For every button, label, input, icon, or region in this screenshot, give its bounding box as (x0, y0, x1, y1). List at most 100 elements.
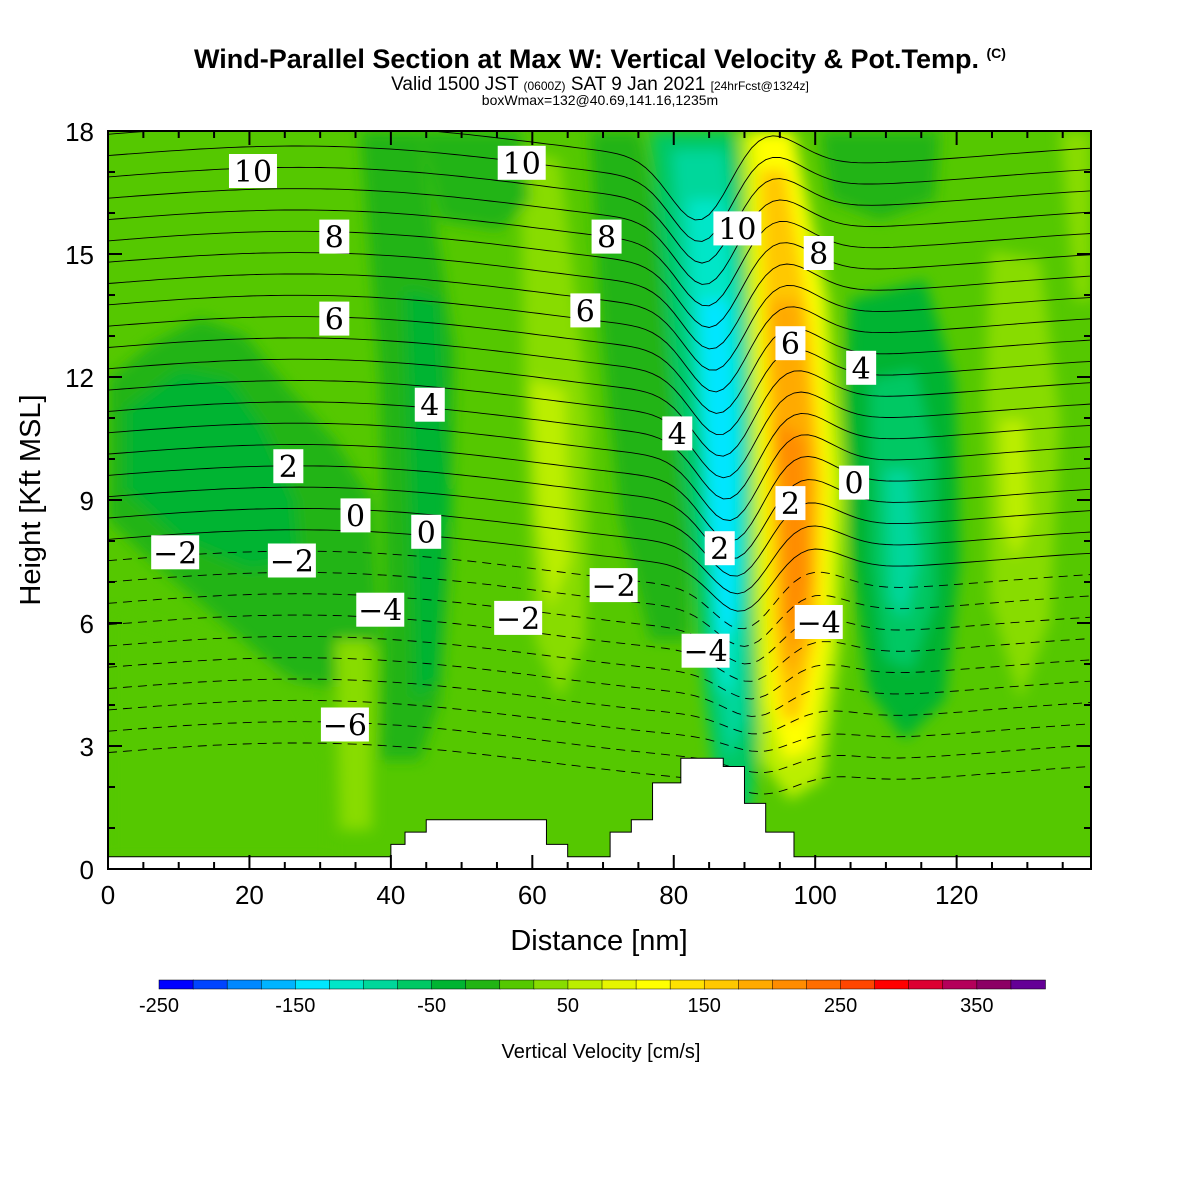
contour-label: −2 (589, 568, 638, 604)
contour-label: 2 (775, 486, 806, 522)
colorbar-swatch (703, 979, 740, 990)
y-tick-label: 6 (80, 609, 94, 639)
colorbar-tick-label: -150 (275, 995, 315, 1017)
colorbar-swatch (669, 979, 705, 990)
contour-label-text: 10 (718, 212, 756, 247)
contour-labels: 10 10 10 8 8 8 6 6 6 4 4 4 2 2 2 0 0 0 −2 −2 −2 −2 −4 −4 −4 −6 (151, 145, 877, 744)
box-wmax-info: boxWmax=132@40.69,141.16,1235m (481, 92, 719, 108)
contour-label: −2 (151, 535, 200, 571)
colorbar-swatch (942, 979, 978, 990)
potential-temperature-contours (108, 131, 1091, 795)
contour-label: 6 (775, 326, 806, 362)
contour-label-text: 2 (279, 450, 298, 485)
colorbar-swatch (329, 979, 365, 990)
colorbar-tick-label: 350 (960, 995, 993, 1017)
contour-label: 6 (319, 301, 350, 338)
contour-label: −6 (320, 707, 369, 744)
contour-label-text: 6 (576, 294, 595, 329)
contour-label: 4 (662, 416, 693, 452)
colorbar-swatch (260, 979, 297, 990)
contour-label: −4 (794, 605, 843, 641)
isentrope (108, 614, 1091, 682)
contour-label: 10 (713, 211, 762, 247)
y-axis-label: Height [Kft MSL] (15, 394, 47, 605)
isentrope (108, 508, 1091, 595)
isentrope (108, 444, 1091, 542)
y-tick-labels: 0 3 6 9 12 15 18 (65, 117, 94, 885)
isentrope (108, 529, 1091, 612)
colorbar-tick-label: -250 (139, 995, 179, 1017)
contour-label: −2 (267, 543, 316, 580)
x-tick-label: 80 (659, 880, 688, 910)
colorbar-swatch (806, 979, 842, 990)
colorbar-swatch (226, 979, 262, 990)
colorbar-swatch (465, 979, 501, 990)
contour-label: 10 (497, 145, 546, 182)
contour-label: 4 (846, 350, 877, 387)
contour-label: 0 (839, 465, 870, 502)
isentrope (108, 465, 1091, 559)
isentrope (108, 742, 1091, 795)
isentrope (108, 316, 1091, 414)
colorbar-swatch (601, 979, 637, 990)
isentrope (108, 131, 1091, 221)
colorbar-swatch (840, 979, 876, 990)
isentrope (108, 657, 1091, 717)
y-tick-label: 12 (65, 363, 94, 393)
isentrope (108, 486, 1091, 577)
colorbar-tick-labels: -250 -150 -50 50 150 250 350 (139, 995, 994, 1017)
contour-label: 10 (228, 154, 277, 190)
isentrope (108, 550, 1091, 630)
colorbar-swatch (533, 979, 569, 990)
contour-label: 0 (411, 514, 442, 551)
colorbar-swatch (192, 979, 228, 990)
contour-label-text: −2 (153, 536, 197, 571)
isentrope (108, 593, 1091, 665)
x-tick-label: 60 (518, 880, 547, 910)
contour-label-text: 4 (852, 352, 871, 387)
colorbar-swatch (363, 979, 399, 990)
contour-label-text: 2 (710, 532, 729, 567)
colorbar-swatch (976, 979, 1012, 990)
chart-title: Wind-Parallel Section at Max W: Vertical… (194, 44, 1006, 74)
isentrope (108, 699, 1091, 752)
vertical-velocity-field (108, 131, 1091, 869)
contour-label-text: 10 (503, 147, 541, 182)
isentrope (108, 230, 1091, 328)
y-tick-label: 0 (80, 855, 94, 885)
contour-label-text: −2 (270, 545, 314, 580)
colorbar-swatch (1010, 979, 1046, 990)
y-tick-label: 3 (80, 732, 94, 762)
isentrope (108, 252, 1091, 350)
isentrope (108, 422, 1091, 521)
colorbar-swatch (772, 979, 808, 990)
colorbar-swatch (738, 979, 774, 990)
contour-label-text: 0 (346, 499, 365, 534)
contour-label-text: −4 (358, 594, 402, 629)
valid-time-line: Valid 1500 JST (0600Z) SAT 9 Jan 2021 [2… (391, 74, 809, 95)
contour-label-text: 10 (234, 155, 272, 190)
colorbar-swatch (567, 979, 603, 990)
isentrope (108, 401, 1091, 500)
x-tick-label: 0 (101, 880, 115, 910)
axis-ticks (107, 130, 1091, 870)
isentrope (108, 145, 1091, 242)
x-tick-label: 120 (935, 880, 978, 910)
contour-label-text: 8 (325, 221, 344, 256)
contour-label-text: 8 (597, 221, 616, 256)
x-tick-label: 20 (235, 880, 264, 910)
contour-label: 8 (319, 219, 350, 256)
contour-label: 2 (704, 531, 735, 567)
y-tick-label: 18 (65, 117, 94, 147)
y-tick-label: 15 (65, 240, 94, 270)
contour-label-text: 6 (325, 303, 344, 338)
terrain-silhouette (107, 757, 1092, 870)
isentrope (108, 337, 1091, 435)
x-tick-labels: 0 20 40 60 80 100 120 (101, 880, 979, 910)
colorbar-tick-label: 150 (688, 995, 721, 1017)
contour-label: −4 (681, 633, 730, 670)
colorbar-swatch (158, 979, 194, 990)
y-tick-label: 9 (80, 486, 94, 516)
contour-label-text: −4 (683, 635, 727, 670)
contour-label: 2 (273, 449, 304, 485)
